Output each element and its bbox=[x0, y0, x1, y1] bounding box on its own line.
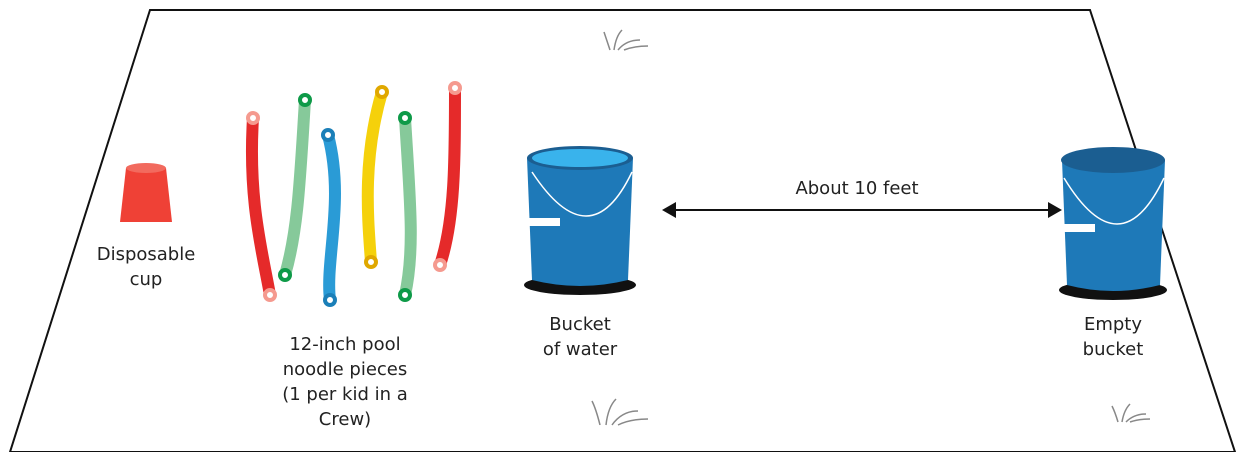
distance-label: About 10 feet bbox=[795, 178, 918, 199]
water-bucket-label: Bucket bbox=[549, 314, 611, 335]
empty-bucket-label: Empty bbox=[1084, 314, 1142, 335]
distance-arrow bbox=[662, 202, 1062, 218]
noodles-label: Crew) bbox=[319, 409, 371, 430]
page: About 10 feet Disposable cup 12-inch poo… bbox=[0, 0, 1243, 452]
diagram: About 10 feet Disposable cup 12-inch poo… bbox=[0, 0, 1243, 452]
noodles-label: 12-inch pool bbox=[289, 334, 400, 355]
cup-label: cup bbox=[130, 269, 163, 290]
cup-label: Disposable bbox=[97, 244, 196, 265]
empty-bucket-label: bucket bbox=[1083, 339, 1144, 360]
noodles-label: (1 per kid in a bbox=[282, 384, 408, 405]
noodles-label: noodle pieces bbox=[283, 359, 408, 380]
water-bucket-icon bbox=[524, 146, 636, 295]
noodles-icon bbox=[252, 88, 455, 300]
water-bucket-label: of water bbox=[543, 339, 618, 360]
cup-icon bbox=[120, 163, 172, 222]
noodle-ends bbox=[248, 83, 460, 305]
empty-bucket-icon bbox=[1059, 147, 1167, 300]
